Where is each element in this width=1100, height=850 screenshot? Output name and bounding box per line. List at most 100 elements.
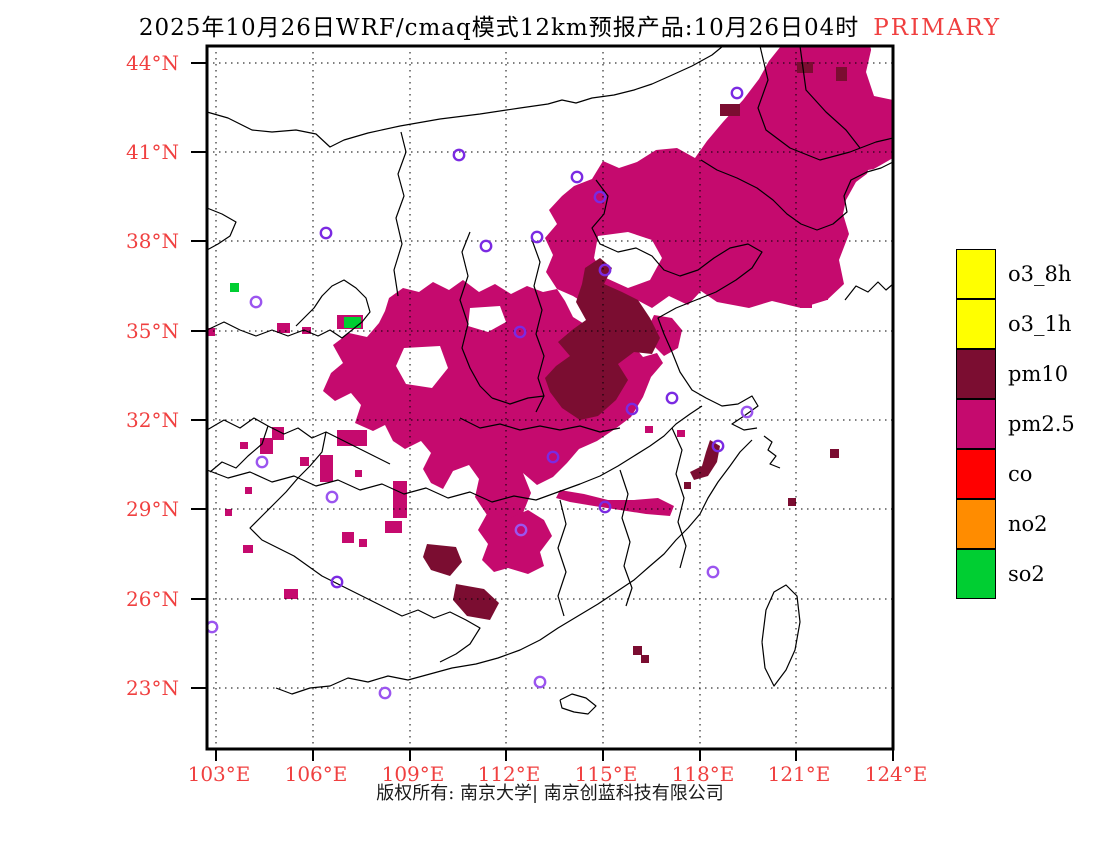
- legend-swatch-co: [956, 449, 996, 499]
- legend-label: o3_1h: [1008, 312, 1072, 336]
- pm25-patch: [337, 430, 367, 446]
- copyright-footer: 版权所有: 南京大学| 南京创蓝科技有限公司: [376, 783, 724, 804]
- pm25-patch: [225, 509, 232, 516]
- pm10-patch: [797, 62, 813, 73]
- pm25-patch: [795, 282, 803, 290]
- lon-label: 124°E: [864, 762, 928, 786]
- boundary-line: [619, 469, 633, 607]
- pm25-patch: [393, 481, 407, 518]
- pm25-patch: [355, 470, 362, 477]
- pm10-patch: [633, 646, 642, 655]
- pm25-patch: [207, 328, 215, 336]
- legend-label: pm10: [1008, 362, 1069, 386]
- city-marker: [740, 405, 754, 419]
- axis-ticks: [191, 62, 894, 761]
- pm25-patch: [277, 323, 290, 333]
- legend-swatch-so2: [956, 549, 996, 599]
- pm10-patch: [690, 440, 720, 480]
- pm25-patch: [385, 521, 402, 533]
- clear-area: [468, 306, 506, 332]
- boundary-line: [325, 431, 391, 465]
- boundary-line: [206, 45, 724, 148]
- boundary-line: [761, 584, 801, 687]
- boundary-line: [206, 279, 371, 339]
- pm25-patch: [645, 426, 653, 433]
- lon-label: 109°E: [381, 762, 445, 786]
- legend-label: no2: [1008, 512, 1048, 536]
- legend-swatch-pm10: [956, 349, 996, 399]
- legend-swatch-o3_8h: [956, 249, 996, 299]
- pm25-patch: [245, 487, 252, 494]
- boundary-line: [757, 45, 894, 161]
- pm25-patch: [300, 457, 309, 466]
- city-marker: [452, 148, 466, 162]
- pm10-patch: [788, 498, 796, 506]
- boundary-line: [459, 231, 493, 399]
- lon-label: 112°E: [477, 762, 541, 786]
- city-marker: [255, 455, 269, 469]
- pm25-patch: [800, 296, 812, 308]
- city-marker: [625, 402, 639, 416]
- legend-label: pm2.5: [1008, 412, 1075, 436]
- pm10-patch: [453, 584, 499, 620]
- pm25-patch: [272, 427, 284, 440]
- boundary-line: [799, 45, 861, 149]
- boundary-line: [206, 207, 237, 251]
- city-marker: [593, 190, 607, 204]
- city-marker: [249, 295, 263, 309]
- lat-label: 41°N: [126, 140, 179, 164]
- boundary-line: [559, 693, 597, 715]
- legend-label: o3_8h: [1008, 262, 1072, 286]
- city-marker: [598, 263, 612, 277]
- city-marker: [530, 230, 544, 244]
- pm25-patch: [556, 490, 674, 516]
- lat-label: 26°N: [126, 587, 179, 611]
- city-marker: [514, 523, 528, 537]
- lon-label: 103°E: [187, 762, 251, 786]
- boundary-line: [393, 131, 407, 297]
- lat-label: 44°N: [126, 51, 179, 75]
- city-marker: [533, 675, 547, 689]
- pm25-patch: [677, 430, 685, 437]
- boundary-line: [491, 395, 545, 405]
- city-markers: [205, 86, 754, 700]
- lat-label: 23°N: [126, 676, 179, 700]
- boundary-line: [700, 159, 894, 231]
- pm25-patch: [243, 545, 253, 553]
- pm25-patch: [478, 510, 552, 574]
- boundary-line: [275, 439, 753, 695]
- legend-label: so2: [1008, 562, 1045, 586]
- so2-patch: [230, 283, 239, 292]
- clear-area: [862, 166, 893, 224]
- pollution-patches: [207, 46, 893, 663]
- pm25-patch: [320, 455, 333, 482]
- legend-label: co: [1008, 462, 1033, 486]
- legend-swatch-o3_1h: [956, 299, 996, 349]
- clear-area: [866, 46, 893, 100]
- so2-patch: [344, 317, 361, 328]
- city-marker: [706, 565, 720, 579]
- legend-swatch-pm2.5: [956, 399, 996, 449]
- graticule-grid: [207, 46, 894, 749]
- city-marker: [378, 686, 392, 700]
- boundary-line: [206, 417, 269, 473]
- title-text: 2025年10月26日WRF/cmaq模式12km预报产品:10月26日04时: [138, 15, 860, 41]
- pm10-patch: [545, 258, 660, 420]
- boundary-line: [591, 179, 763, 431]
- pm10-patch: [684, 482, 691, 489]
- city-marker: [319, 226, 333, 240]
- pm10-patch: [423, 544, 462, 576]
- pm25-patch: [359, 539, 367, 547]
- boundary-line: [763, 435, 781, 469]
- boundary-line: [844, 281, 894, 301]
- pm10-patch: [641, 655, 649, 663]
- boundary-line: [385, 607, 481, 663]
- lon-label: 118°E: [671, 762, 735, 786]
- pm25-patch: [342, 532, 354, 543]
- city-marker: [711, 439, 725, 453]
- title-pollutant-tag: PRIMARY: [873, 15, 1002, 41]
- city-marker: [598, 500, 612, 514]
- city-marker: [325, 490, 339, 504]
